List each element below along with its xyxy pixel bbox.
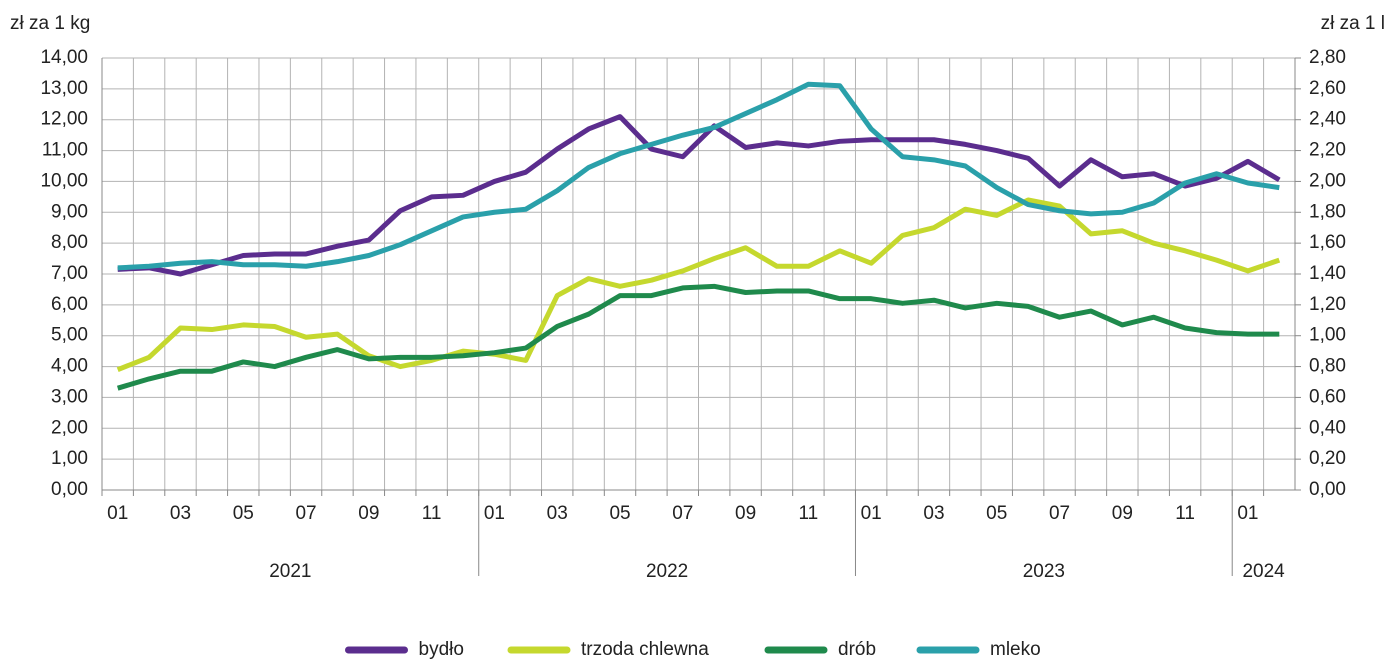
x-tick-label: 05 xyxy=(609,503,630,524)
y-tick-label: 2,00 xyxy=(51,417,88,438)
year-label: 2024 xyxy=(1242,561,1285,582)
y2-tick-label: 0,00 xyxy=(1309,479,1346,500)
y-tick-label: 4,00 xyxy=(51,356,88,377)
y2-tick-label: 2,60 xyxy=(1309,78,1346,99)
x-tick-label: 01 xyxy=(1237,503,1258,524)
x-tick-label: 05 xyxy=(986,503,1007,524)
y2-axis-label: zł za 1 l xyxy=(1321,13,1385,34)
y-tick-label: 0,00 xyxy=(51,479,88,500)
x-tick-label: 07 xyxy=(1049,503,1070,524)
x-tick-label: 01 xyxy=(484,503,505,524)
y2-tick-label: 2,20 xyxy=(1309,140,1346,161)
series-line xyxy=(117,81,1280,271)
x-tick-label: 07 xyxy=(672,503,693,524)
y2-tick-label: 2,40 xyxy=(1309,109,1346,130)
y-tick-label: 9,00 xyxy=(51,201,88,222)
y-axis-label: zł za 1 kg xyxy=(10,13,90,34)
y-tick-label: 6,00 xyxy=(51,294,88,315)
y2-tick-label: 1,40 xyxy=(1309,263,1346,284)
x-tick-label: 11 xyxy=(799,503,819,524)
y2-tick-label: 1,80 xyxy=(1309,201,1346,222)
x-tick-label: 11 xyxy=(1175,503,1195,524)
year-label: 2021 xyxy=(269,561,311,582)
y-tick-label: 3,00 xyxy=(51,386,88,407)
x-tick-label: 05 xyxy=(233,503,254,524)
y2-tick-label: 2,00 xyxy=(1309,170,1346,191)
y-tick-label: 11,00 xyxy=(42,140,88,161)
year-label: 2023 xyxy=(1023,561,1065,582)
y2-tick-label: 0,60 xyxy=(1309,386,1346,407)
legend-label: trzoda chlewna xyxy=(581,639,709,660)
y-tick-label: 7,00 xyxy=(51,263,88,284)
y-tick-label: 1,00 xyxy=(51,448,88,469)
legend-label: mleko xyxy=(990,639,1041,660)
y-tick-label: 10,00 xyxy=(40,170,88,191)
x-tick-label: 09 xyxy=(1112,503,1133,524)
y2-tick-label: 0,20 xyxy=(1309,448,1346,469)
x-tick-label: 07 xyxy=(295,503,316,524)
y2-tick-label: 1,60 xyxy=(1309,232,1346,253)
year-label: 2022 xyxy=(646,561,688,582)
y2-tick-label: 2,80 xyxy=(1309,47,1346,68)
y2-tick-label: 1,00 xyxy=(1309,325,1346,346)
x-tick-label: 01 xyxy=(861,503,882,524)
y2-tick-label: 1,20 xyxy=(1309,294,1346,315)
series-line xyxy=(117,114,1281,277)
y2-tick-label: 0,40 xyxy=(1309,417,1346,438)
y-tick-label: 13,00 xyxy=(40,78,88,99)
y-tick-label: 12,00 xyxy=(40,109,88,130)
y2-tick-label: 0,80 xyxy=(1309,356,1346,377)
x-tick-label: 09 xyxy=(358,503,379,524)
y-tick-label: 5,00 xyxy=(51,325,88,346)
y-tick-label: 8,00 xyxy=(51,232,88,253)
x-tick-label: 01 xyxy=(107,503,128,524)
x-tick-label: 03 xyxy=(170,503,191,524)
series-line xyxy=(116,283,1280,391)
y-tick-label: 14,00 xyxy=(40,47,88,68)
legend-label: drób xyxy=(838,639,876,660)
series-line xyxy=(116,197,1281,372)
x-tick-label: 09 xyxy=(735,503,756,524)
x-tick-label: 03 xyxy=(923,503,944,524)
x-tick-label: 11 xyxy=(422,503,442,524)
x-tick-label: 03 xyxy=(547,503,568,524)
legend-label: bydło xyxy=(419,639,464,660)
